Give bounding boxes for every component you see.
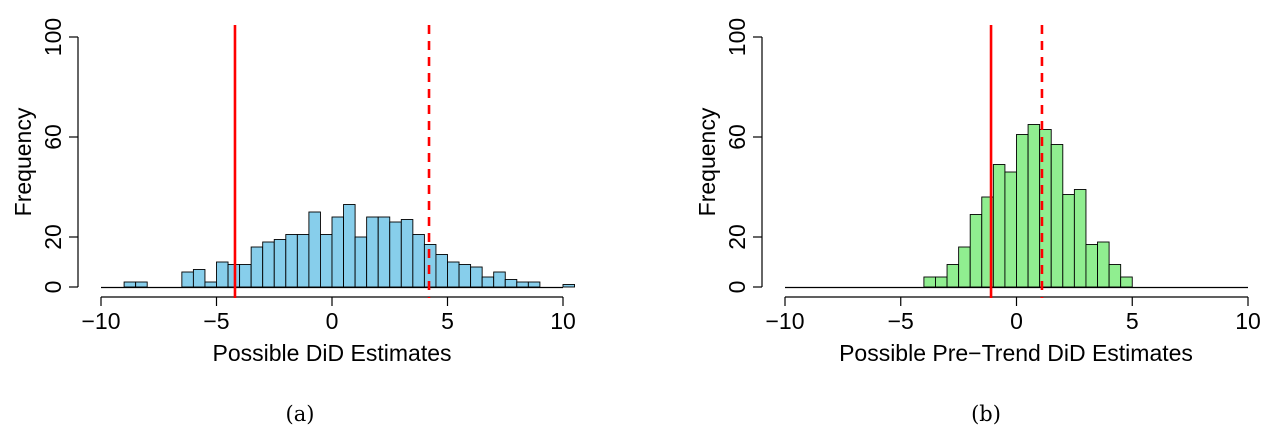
- panel-b-bar: [1097, 241, 1110, 288]
- panel-a-bar: [458, 264, 472, 288]
- panel-a-y-tick-label: 20: [40, 224, 66, 250]
- panel-b-bar: [1085, 244, 1098, 288]
- panel-b-y-axis: 0 20 60 100: [724, 18, 763, 294]
- panel-a-bar: [354, 236, 368, 288]
- panel-b-x-tick-label: −5: [888, 308, 914, 334]
- panel-a: −10 −5 0 5 10 0 20 60 100 Possible DiD Estimate…: [10, 18, 576, 426]
- panel-a-bar: [562, 284, 576, 288]
- panel-a-bar: [516, 281, 529, 288]
- panel-a-bar: [250, 246, 264, 288]
- panel-a-bar: [216, 261, 229, 288]
- panel-a-bar: [343, 204, 356, 288]
- panel-a-bar: [308, 211, 321, 288]
- panel-b-bar: [1120, 276, 1133, 288]
- panel-a-x-axis: −10 −5 0 5 10: [81, 296, 576, 334]
- panel-a-bar: [377, 216, 391, 288]
- panel-a-bar: [285, 234, 298, 288]
- panel-a-y-axis: 0 20 60 100: [40, 18, 79, 294]
- panel-a-bar: [123, 281, 137, 288]
- panel-b-bar: [1073, 189, 1087, 288]
- panel-b-x-tick-label: 5: [1126, 308, 1139, 334]
- panel-b-caption: (b): [971, 402, 1001, 426]
- panel-a-bar: [400, 219, 414, 288]
- panel-a-bar: [135, 281, 148, 288]
- panel-a-bar: [412, 234, 425, 288]
- panel-b-bars: [923, 124, 1133, 288]
- panel-a-bar: [389, 221, 402, 288]
- panel-b-bar: [1004, 171, 1017, 288]
- panel-b-bar: [969, 214, 983, 288]
- panel-b-x-tick-label: −10: [765, 308, 804, 334]
- panel-a-xlabel: Possible DiD Estimates: [212, 340, 451, 366]
- panel-b-y-tick-label: 0: [724, 281, 750, 294]
- panel-b-xlabel: Possible Pre−Trend DiD Estimates: [839, 340, 1193, 366]
- panel-b-y-tick-label: 100: [724, 18, 750, 56]
- panel-a-bar: [331, 216, 345, 288]
- panel-a-bar: [366, 216, 379, 288]
- panel-a-y-tick-label: 60: [40, 124, 66, 150]
- panel-b-bar: [1108, 264, 1122, 288]
- panel-a-bar: [273, 239, 287, 288]
- panel-a-bars: [123, 204, 576, 288]
- panel-a-x-tick-label: −5: [203, 308, 229, 334]
- panel-a-x-tick-label: 0: [326, 308, 339, 334]
- panel-b-bar: [1027, 124, 1041, 288]
- panel-b-bar: [1050, 144, 1064, 288]
- panel-a-ylabel: Frequency: [10, 107, 36, 216]
- panel-a-x-tick-label: 10: [550, 308, 576, 334]
- panel-b-bar: [1016, 134, 1029, 288]
- panel-a-y-tick-label: 0: [40, 281, 66, 294]
- panel-a-bar: [320, 234, 333, 288]
- panel-b: −10 −5 0 5 10 0 20 60 100 Possible Pre−Trend Di…: [694, 18, 1261, 426]
- panel-a-bar: [192, 269, 206, 288]
- panel-a-bar: [527, 281, 541, 288]
- panel-a-bar: [204, 281, 217, 288]
- panel-a-bar: [435, 254, 448, 288]
- panel-a-bar: [181, 271, 194, 288]
- panel-a-bar: [447, 261, 460, 288]
- panel-b-x-axis: −10 −5 0 5 10: [765, 296, 1261, 334]
- panel-a-bar: [262, 241, 275, 288]
- panel-a-bar: [470, 266, 483, 288]
- panel-b-bar: [923, 276, 936, 288]
- panel-b-bar: [958, 246, 971, 288]
- panel-a-x-tick-label: −10: [81, 308, 120, 334]
- panel-b-y-tick-label: 20: [724, 224, 750, 250]
- panel-a-bar: [239, 264, 252, 288]
- panel-b-bar: [992, 164, 1006, 288]
- panel-b-x-tick-label: 0: [1010, 308, 1023, 334]
- panel-b-bar: [946, 264, 960, 288]
- panel-b-bar: [935, 276, 948, 288]
- panel-a-bar: [296, 234, 310, 288]
- panel-a-bar: [504, 279, 518, 288]
- panel-b-x-tick-label: 10: [1235, 308, 1261, 334]
- panel-a-caption: (a): [286, 402, 315, 426]
- panel-a-bar: [493, 271, 506, 288]
- panel-a-bar: [481, 276, 495, 288]
- panel-a-x-tick-label: 5: [441, 308, 454, 334]
- panel-a-y-tick-label: 100: [40, 18, 66, 56]
- panel-b-y-tick-label: 60: [724, 124, 750, 150]
- panel-b-bar: [1062, 194, 1075, 288]
- panel-b-ylabel: Frequency: [694, 107, 720, 216]
